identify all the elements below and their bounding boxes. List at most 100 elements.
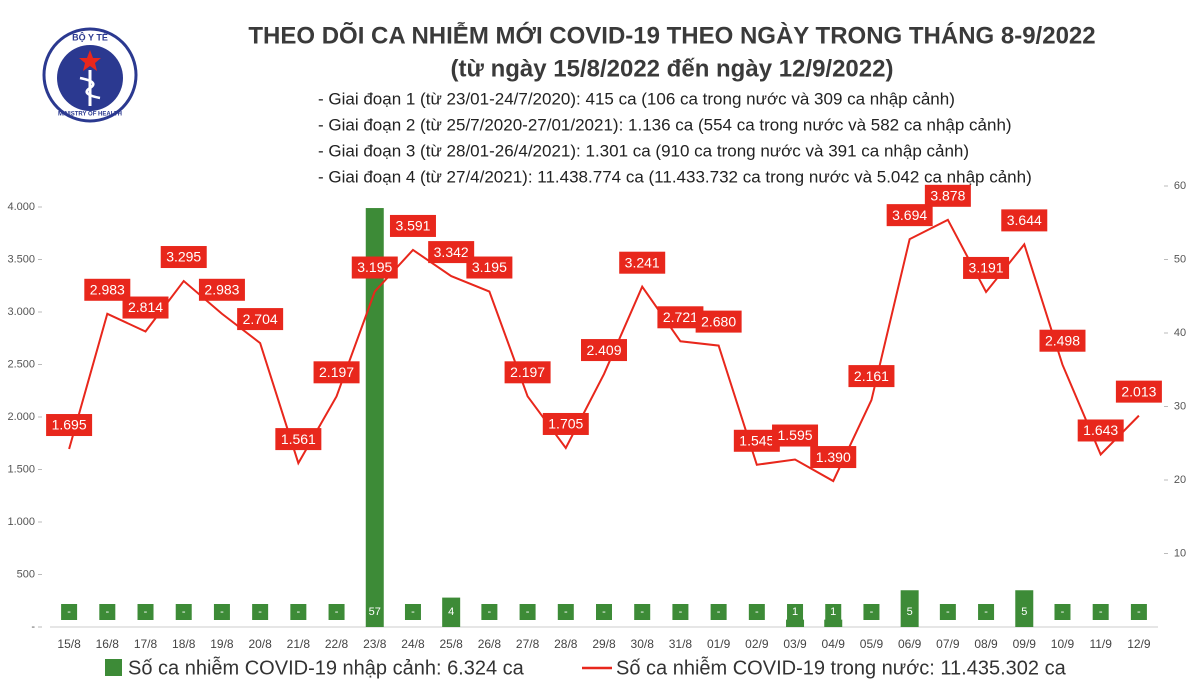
bar-label-box [825,604,842,620]
bar-label-box [557,604,574,620]
data-label: 2.983 [204,281,239,297]
data-label-box [581,339,627,362]
x-tick-label: 08/9 [974,637,998,651]
data-label-box [657,306,704,329]
data-label-box [84,278,131,301]
data-label-box [886,204,933,227]
y-tick-label: 1.000 [7,516,35,528]
bar-label: - [602,606,606,618]
data-label-box [351,256,398,279]
data-label: 2.409 [586,342,621,358]
legend-label: Số ca nhiễm COVID-19 trong nước: 11.435.… [616,656,1067,679]
data-label: 3.694 [892,207,927,223]
bar-label-box [1016,604,1033,620]
data-label-box [619,251,666,274]
data-label: 1.390 [816,449,851,465]
chart-subtitle: (từ ngày 15/8/2022 đến ngày 12/9/2022) [451,55,894,82]
bar-label-box [519,604,536,620]
bar-label: 4 [448,606,454,618]
bar-label-box [328,604,345,620]
x-tick-label: 28/8 [554,637,578,651]
data-label-box [1115,380,1162,403]
bar-label: - [488,606,492,618]
y-tick-label: 2.500 [7,358,35,370]
annotation: - Giai đoạn 4 (từ 27/4/2021): 11.438.774… [318,167,1032,186]
bar-label-box [443,604,460,620]
bar-label: - [755,606,759,618]
x-tick-label: 29/8 [592,637,616,651]
x-tick-label: 05/9 [860,637,884,651]
bar-label-box [634,604,651,620]
x-tick-label: 20/8 [248,637,272,651]
bar-label: - [144,606,148,618]
x-tick-label: 24/8 [401,637,425,651]
logo-star [79,50,101,71]
x-tick-label: 27/8 [516,637,540,651]
x-tick-label: 25/8 [439,637,463,651]
data-label-box [1077,419,1124,442]
data-label: 2.983 [90,281,125,297]
bar-label: - [870,606,874,618]
logo: BỘ Y TẾ MINISTRY OF HEALTH [42,27,138,123]
x-tick-label: 07/9 [936,637,960,651]
data-label: 2.197 [510,364,545,380]
data-label: 3.241 [625,254,660,270]
legend-swatch [105,659,122,676]
bar-label-box [481,604,498,620]
data-label: 2.680 [701,313,736,329]
data-label-box [810,446,857,469]
data-label-box [466,256,513,279]
logo-snake [79,76,101,100]
y-tick-label: 4.000 [7,201,35,213]
bar [824,619,843,627]
y2-tick-label: 30 [1174,400,1186,412]
data-label-box [389,214,436,237]
data-label: 1.705 [548,416,583,432]
bar-label: - [297,606,301,618]
bar-label: - [717,606,721,618]
bar-label-box [404,604,421,620]
bar-label-box [61,604,78,620]
y2-tick-label: 50 [1174,253,1186,265]
x-tick-label: 01/9 [707,637,731,651]
y-tick-label: 2.000 [7,411,35,423]
x-tick-label: 23/8 [363,637,387,651]
bar-label: - [411,606,415,618]
data-label: 2.013 [1121,383,1156,399]
x-tick-label: 02/9 [745,637,769,651]
data-label-box [428,241,475,264]
y-tick-label: 3.000 [7,306,35,318]
x-tick-label: 03/9 [783,637,807,651]
data-label-box [1001,209,1048,232]
bar-label-box [290,604,307,620]
x-tick-label: 18/8 [172,637,196,651]
bar-label: - [105,606,109,618]
data-label: 3.644 [1007,212,1042,228]
annotation: - Giai đoạn 2 (từ 25/7/2020-27/01/2021):… [318,115,1012,134]
data-label: 3.195 [357,259,392,275]
bar-label: - [640,606,644,618]
bar-label: 5 [907,606,913,618]
bar-label: - [220,606,224,618]
bar-label-box [901,604,918,620]
bar-label: - [258,606,262,618]
data-label: 2.704 [243,311,278,327]
bar-label: - [335,606,339,618]
bar-label-box [366,604,383,620]
data-label: 2.814 [128,299,163,315]
x-tick-label: 31/8 [669,637,693,651]
bar-label-box [1054,604,1071,620]
bar-label-box [748,604,765,620]
bar-label: - [679,606,683,618]
data-label-box [313,361,360,384]
y-tick-label: 1.500 [7,463,35,475]
data-label-box [237,308,284,331]
data-label-box [275,428,322,451]
bar-label-box [137,604,154,620]
bar-label: 57 [369,606,381,618]
bar-label-box [99,604,116,620]
logo-text: BỘ Y TẾ [72,31,108,42]
bar-label: - [564,606,568,618]
x-tick-label: 12/9 [1127,637,1151,651]
